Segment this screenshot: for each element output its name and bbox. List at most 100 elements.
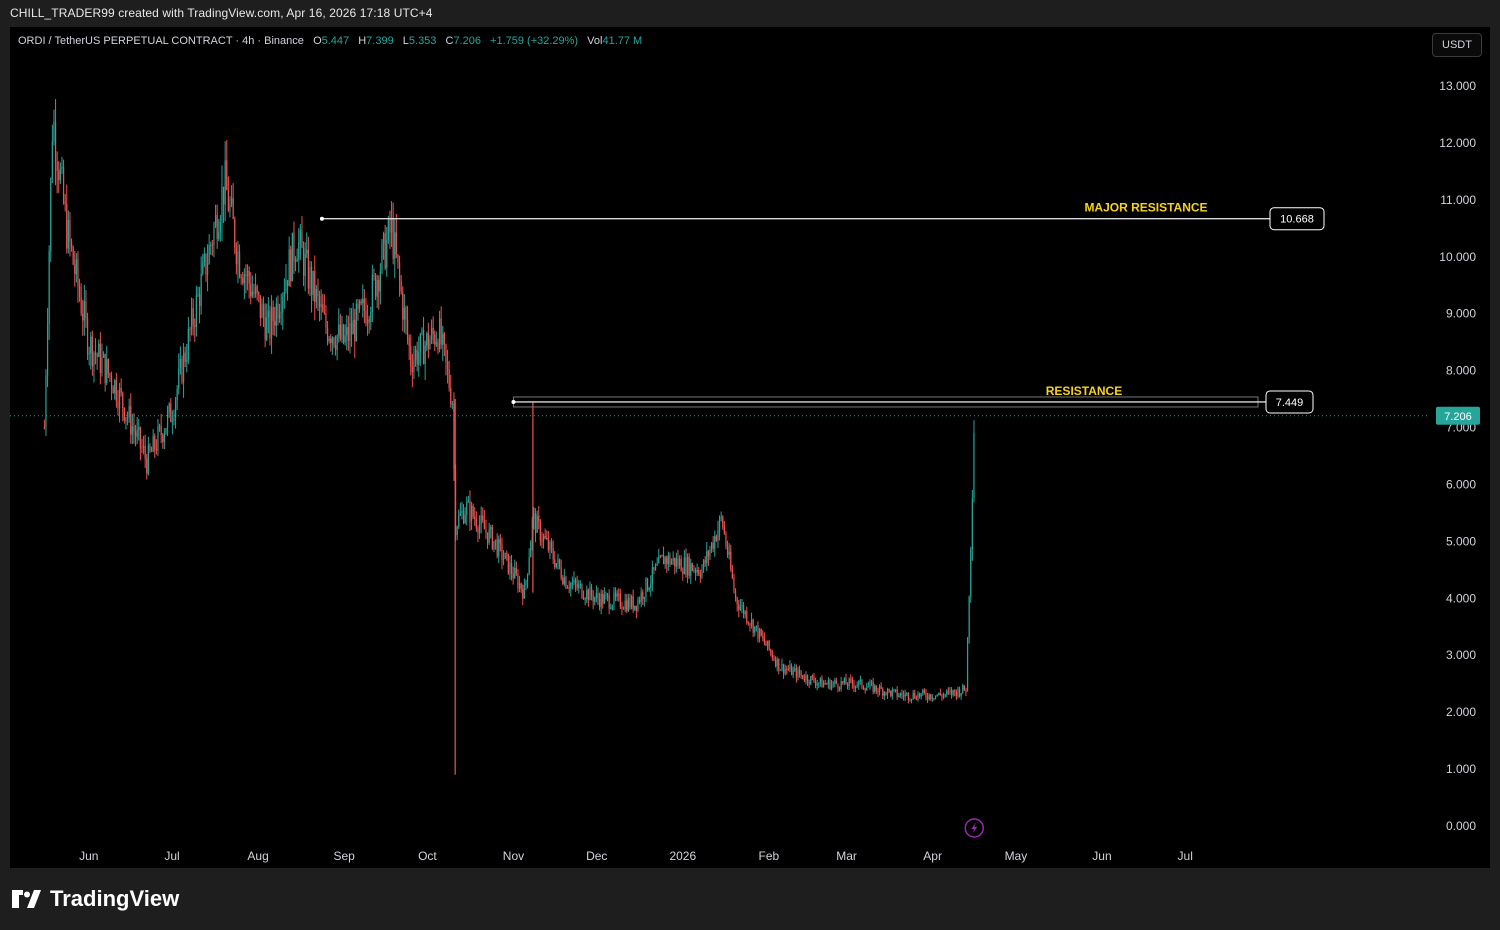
candle-body bbox=[270, 307, 273, 339]
candle-body bbox=[259, 295, 261, 318]
candle-body bbox=[72, 247, 74, 265]
y-tick-label: 3.000 bbox=[1446, 648, 1476, 662]
candle-body bbox=[894, 689, 897, 691]
candle-body bbox=[640, 592, 642, 602]
annotations-layer: MAJOR RESISTANCE 10.668 RESISTANCE 7.449 bbox=[10, 201, 1430, 838]
tradingview-brand[interactable]: TradingView bbox=[12, 886, 179, 912]
candle-body bbox=[965, 690, 967, 692]
candle-body bbox=[309, 267, 311, 289]
candle-body bbox=[626, 600, 628, 611]
candle-body bbox=[78, 286, 81, 297]
candle-body bbox=[262, 304, 265, 318]
currency-button[interactable]: USDT bbox=[1432, 33, 1482, 57]
candle-body bbox=[819, 678, 821, 683]
candle-body bbox=[774, 659, 777, 667]
candle-body bbox=[784, 668, 786, 674]
level-value-label: 7.449 bbox=[1276, 397, 1304, 409]
candle-body bbox=[830, 683, 833, 689]
candle-body bbox=[83, 301, 85, 321]
candle-body bbox=[771, 652, 773, 658]
y-tick-label: 6.000 bbox=[1446, 477, 1476, 491]
candle-body bbox=[416, 349, 418, 365]
candle-body bbox=[670, 561, 673, 565]
candle-body bbox=[509, 562, 511, 574]
candle-body bbox=[752, 619, 754, 633]
candle-body bbox=[430, 327, 433, 340]
candle-body bbox=[245, 274, 247, 277]
candle-body bbox=[520, 583, 522, 590]
candle-body bbox=[720, 516, 722, 518]
candle-body bbox=[202, 262, 204, 274]
candle-body bbox=[605, 594, 607, 596]
candle-body bbox=[350, 323, 353, 335]
candle-body bbox=[448, 368, 450, 389]
symbol-title[interactable]: ORDI / TetherUS PERPETUAL CONTRACT · 4h … bbox=[18, 35, 304, 47]
candle-body bbox=[75, 259, 77, 275]
candle-body bbox=[549, 542, 551, 551]
current-price-tag bbox=[1436, 406, 1480, 425]
candle-body bbox=[963, 685, 965, 691]
candle-body bbox=[838, 688, 841, 690]
candle-body bbox=[896, 689, 898, 697]
y-tick-label: 5.000 bbox=[1446, 534, 1476, 548]
candle-body bbox=[384, 233, 386, 269]
chart-pane[interactable]: MAJOR RESISTANCE 10.668 RESISTANCE 7.449 13… bbox=[10, 27, 1490, 868]
candle-body bbox=[243, 274, 245, 284]
candle-body bbox=[686, 556, 689, 575]
candle-body bbox=[91, 336, 93, 367]
candle-body bbox=[832, 682, 834, 684]
candle-body bbox=[86, 318, 89, 354]
candle-body bbox=[904, 693, 906, 697]
candle-body bbox=[442, 333, 444, 345]
candle-body bbox=[616, 593, 618, 597]
brand-name: TradingView bbox=[50, 886, 180, 911]
candle-body bbox=[216, 215, 218, 240]
candle-body bbox=[254, 286, 257, 294]
candle-body bbox=[875, 685, 877, 691]
candle-body bbox=[814, 681, 817, 686]
candle-body bbox=[805, 675, 807, 681]
candle-body bbox=[587, 589, 589, 601]
candle-body bbox=[813, 676, 815, 682]
price-chart[interactable]: MAJOR RESISTANCE 10.668 RESISTANCE 7.449 13… bbox=[10, 27, 1490, 868]
candle-body bbox=[514, 568, 516, 579]
candle-body bbox=[547, 538, 549, 551]
candle-body bbox=[642, 592, 644, 600]
candle-body bbox=[827, 680, 829, 685]
candle-body bbox=[96, 354, 98, 357]
candle-body bbox=[406, 319, 409, 338]
y-tick-label: 2.000 bbox=[1446, 705, 1476, 719]
candle-body bbox=[445, 344, 447, 362]
level-anchor-dot bbox=[511, 399, 516, 404]
candle-body bbox=[715, 536, 717, 541]
candle-body bbox=[200, 273, 202, 307]
candle-body bbox=[141, 447, 143, 449]
candle-body bbox=[765, 642, 767, 646]
candle-body bbox=[453, 403, 455, 469]
candle-body bbox=[654, 565, 657, 571]
candle-body bbox=[368, 319, 370, 323]
candle-body bbox=[883, 692, 885, 696]
candle-body bbox=[938, 692, 940, 696]
candle-body bbox=[395, 232, 397, 255]
candle-body bbox=[538, 515, 540, 522]
candle-body bbox=[699, 574, 701, 577]
candle-body bbox=[770, 649, 772, 653]
candle-body bbox=[826, 683, 828, 685]
candle-body bbox=[122, 392, 124, 409]
candle-body bbox=[179, 358, 181, 369]
candle-body bbox=[358, 301, 361, 309]
level-annotation-label: RESISTANCE bbox=[1046, 384, 1122, 398]
candle-body bbox=[451, 403, 453, 405]
candle-body bbox=[533, 513, 535, 520]
candle-body bbox=[315, 288, 317, 303]
candle-body bbox=[667, 555, 669, 565]
candle-body bbox=[149, 445, 151, 451]
y-tick-label: 12.000 bbox=[1439, 136, 1476, 150]
x-tick-label: Mar bbox=[836, 849, 857, 863]
candle-body bbox=[181, 358, 183, 383]
candle-body bbox=[93, 352, 95, 367]
candle-body bbox=[349, 323, 351, 341]
candle-body bbox=[242, 278, 244, 284]
candle-body bbox=[882, 688, 884, 696]
